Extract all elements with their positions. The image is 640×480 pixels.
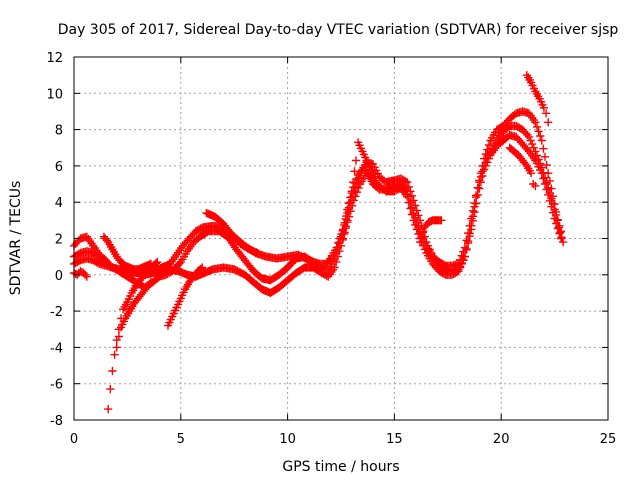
y-tick-label: 0 [55, 269, 63, 284]
series-7 [99, 232, 155, 274]
x-tick-label: 20 [493, 432, 510, 447]
series-5 [112, 278, 155, 352]
series-4 [104, 258, 162, 414]
x-tick-label: 10 [279, 432, 296, 447]
y-tick-label: -6 [50, 378, 63, 393]
x-axis-label: GPS time / hours [282, 459, 399, 475]
axis-ticks [73, 56, 609, 421]
y-tick-label: 6 [55, 160, 63, 175]
y-tick-label: 8 [55, 124, 63, 139]
y-tick-label: 10 [46, 87, 63, 102]
data-points [522, 71, 553, 127]
data-points [505, 143, 540, 190]
data-points [339, 138, 380, 243]
y-tick-label: 2 [55, 233, 63, 248]
series-13 [505, 143, 540, 190]
x-tick-label: 25 [600, 432, 617, 447]
data-points [99, 232, 155, 274]
chart-title: Day 305 of 2017, Sidereal Day-to-day VTE… [58, 22, 619, 38]
series-1 [69, 107, 568, 278]
y-tick-label: 4 [55, 196, 63, 211]
y-tick-label: -8 [50, 414, 63, 429]
data-points [112, 278, 155, 352]
y-axis-label: SDTVAR / TECUs [8, 181, 24, 296]
y-tick-labels: -8 -6 -4 -2 0 2 4 6 8 10 12 [46, 51, 63, 429]
data-points [415, 216, 446, 247]
series-11 [415, 216, 446, 247]
data-points [69, 107, 568, 278]
series-10 [339, 138, 380, 243]
y-tick-label: -4 [50, 341, 63, 356]
data-points [163, 263, 207, 330]
series-12 [522, 71, 553, 127]
series-9 [202, 209, 262, 258]
y-tick-label: -2 [50, 305, 63, 320]
data-points [104, 258, 162, 414]
series-6 [163, 263, 207, 330]
data-points [202, 209, 262, 258]
x-tick-label: 0 [70, 432, 78, 447]
x-tick-label: 15 [386, 432, 403, 447]
x-tick-labels: 0 5 10 15 20 25 [70, 432, 616, 447]
y-tick-label: 12 [46, 51, 63, 66]
x-tick-label: 5 [177, 432, 185, 447]
data-series [69, 71, 568, 414]
